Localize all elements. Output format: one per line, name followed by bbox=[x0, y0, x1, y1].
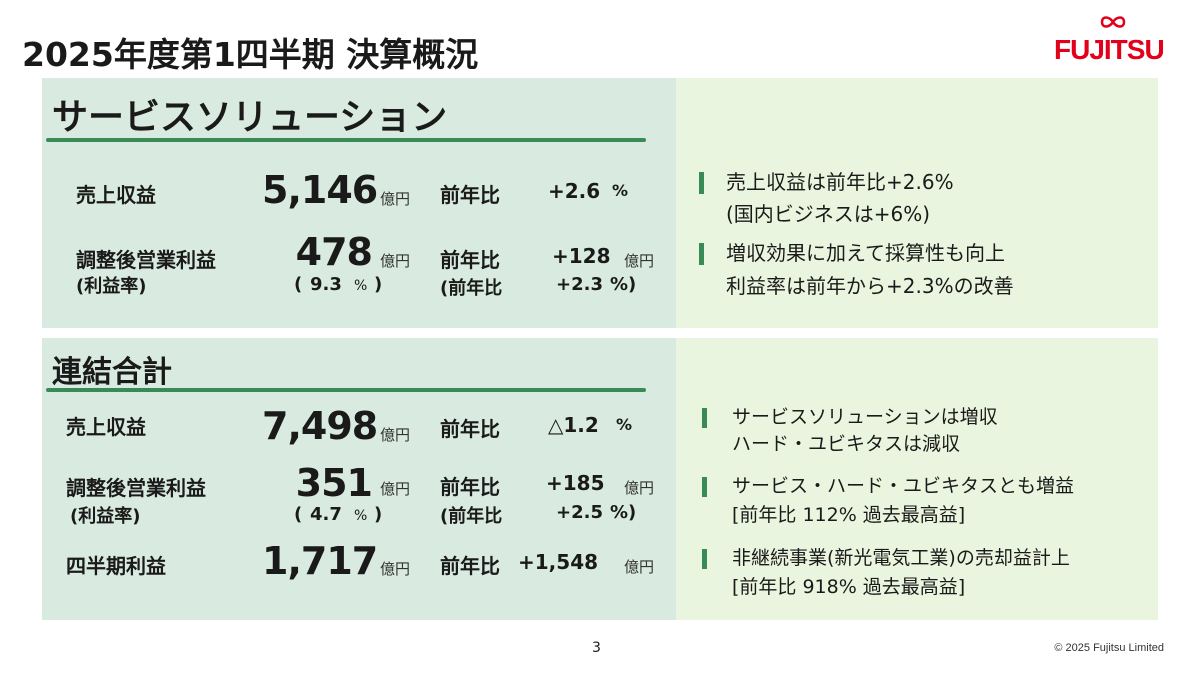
quarterly-profit-yoy-label: 前年比 bbox=[440, 554, 500, 578]
ss-note-1-line-2: (国内ビジネスは+6%) bbox=[726, 202, 931, 226]
quarterly-profit-value: 1,717 bbox=[262, 539, 378, 583]
ss-note-1-line-1: 売上収益は前年比+2.6% bbox=[726, 170, 954, 194]
cons-revenue-unit: 億円 bbox=[380, 426, 411, 444]
ss-op-yoy-value: +128 bbox=[552, 244, 611, 268]
cons-op-profit-unit: 億円 bbox=[380, 480, 411, 498]
service-solutions-notes-panel bbox=[676, 78, 1158, 328]
cons-op-margin-unit: % bbox=[354, 508, 368, 524]
ss-op-margin-label: (利益率) bbox=[76, 276, 147, 297]
ss-op-yoy-label: 前年比 bbox=[440, 248, 500, 272]
quarterly-profit-label: 四半期利益 bbox=[66, 554, 166, 578]
cons-note-1-line-2: ハード・ユビキタスは減収 bbox=[732, 433, 961, 455]
cons-op-yoy-unit: 億円 bbox=[624, 479, 655, 497]
cons-op-margin-close: ) bbox=[374, 504, 383, 525]
cons-op-margin-value: 4.7 bbox=[310, 504, 342, 525]
ss-op-yoy-sub-label: (前年比 bbox=[440, 278, 503, 299]
ss-revenue-value: 5,146 bbox=[262, 168, 378, 212]
quarterly-profit-yoy-unit: 億円 bbox=[624, 558, 655, 576]
cons-note-3-line-1: 非継続事業(新光電気工業)の売却益計上 bbox=[732, 547, 1070, 569]
ss-op-profit-label: 調整後営業利益 bbox=[76, 248, 216, 272]
ss-revenue-yoy-value: +2.6 bbox=[548, 179, 601, 203]
cons-op-yoy-value: +185 bbox=[546, 471, 605, 495]
cons-op-yoy-sub-value: +2.5 bbox=[556, 502, 603, 523]
note-bullet bbox=[702, 549, 707, 569]
cons-op-yoy-sub-label: (前年比 bbox=[440, 506, 503, 527]
infinity-logo-icon bbox=[1100, 16, 1126, 28]
ss-revenue-label: 売上収益 bbox=[76, 183, 156, 207]
copyright: © 2025 Fujitsu Limited bbox=[1054, 642, 1164, 654]
ss-revenue-unit: 億円 bbox=[380, 190, 411, 208]
ss-op-margin-close: ) bbox=[374, 274, 383, 295]
cons-note-2-line-2: [前年比 112% 過去最高益] bbox=[732, 504, 966, 526]
note-bullet bbox=[699, 172, 704, 194]
section-title-consolidated: 連結合計 bbox=[52, 355, 172, 390]
consolidated-panel bbox=[42, 338, 676, 620]
cons-op-margin-open: ( bbox=[294, 504, 303, 525]
cons-revenue-yoy-label: 前年比 bbox=[440, 417, 500, 441]
note-bullet bbox=[702, 408, 707, 428]
fujitsu-logo: FUJITSU bbox=[1054, 16, 1165, 70]
ss-note-2-line-2: 利益率は前年から+2.3%の改善 bbox=[726, 274, 1014, 298]
logo-wordmark: FUJITSU bbox=[1054, 34, 1165, 65]
quarterly-profit-unit: 億円 bbox=[380, 560, 411, 578]
page-title: 2025年度第1四半期 決算概況 bbox=[22, 35, 479, 74]
cons-op-profit-label: 調整後営業利益 bbox=[66, 476, 206, 500]
cons-op-yoy-label: 前年比 bbox=[440, 475, 500, 499]
quarterly-profit-yoy-value: +1,548 bbox=[518, 550, 599, 574]
cons-op-profit-value: 351 bbox=[295, 461, 373, 505]
ss-note-2-line-1: 増収効果に加えて採算性も向上 bbox=[726, 241, 1005, 265]
cons-op-yoy-sub-unit: %) bbox=[610, 502, 637, 523]
note-bullet bbox=[702, 477, 707, 497]
cons-note-3-line-2: [前年比 918% 過去最高益] bbox=[732, 576, 966, 598]
section-divider bbox=[46, 138, 646, 142]
cons-revenue-label: 売上収益 bbox=[66, 415, 146, 439]
ss-op-yoy-sub-value: +2.3 bbox=[556, 274, 603, 295]
cons-revenue-yoy-unit: % bbox=[616, 415, 633, 434]
page-number: 3 bbox=[592, 640, 601, 656]
cons-revenue-value: 7,498 bbox=[262, 404, 378, 448]
cons-op-margin-label: (利益率) bbox=[70, 506, 141, 527]
ss-op-yoy-unit: 億円 bbox=[624, 252, 655, 270]
ss-op-margin-value: 9.3 bbox=[310, 274, 342, 295]
ss-op-profit-value: 478 bbox=[295, 230, 373, 274]
cons-note-2-line-1: サービス・ハード・ユビキタスとも増益 bbox=[732, 475, 1075, 497]
section-divider bbox=[46, 388, 646, 392]
ss-revenue-yoy-label: 前年比 bbox=[440, 183, 500, 207]
ss-op-margin-unit: % bbox=[354, 278, 368, 294]
section-title-service-solutions: サービスソリューション bbox=[52, 97, 448, 138]
cons-revenue-yoy-value: △1.2 bbox=[548, 413, 599, 437]
note-bullet bbox=[699, 243, 704, 265]
ss-op-margin-open: ( bbox=[294, 274, 303, 295]
service-solutions-panel bbox=[42, 78, 676, 328]
cons-note-1-line-1: サービスソリューションは増収 bbox=[732, 406, 998, 428]
ss-op-profit-unit: 億円 bbox=[380, 252, 411, 270]
ss-op-yoy-sub-unit: %) bbox=[610, 274, 637, 295]
consolidated-notes-panel bbox=[676, 338, 1158, 620]
ss-revenue-yoy-unit: % bbox=[612, 181, 629, 200]
